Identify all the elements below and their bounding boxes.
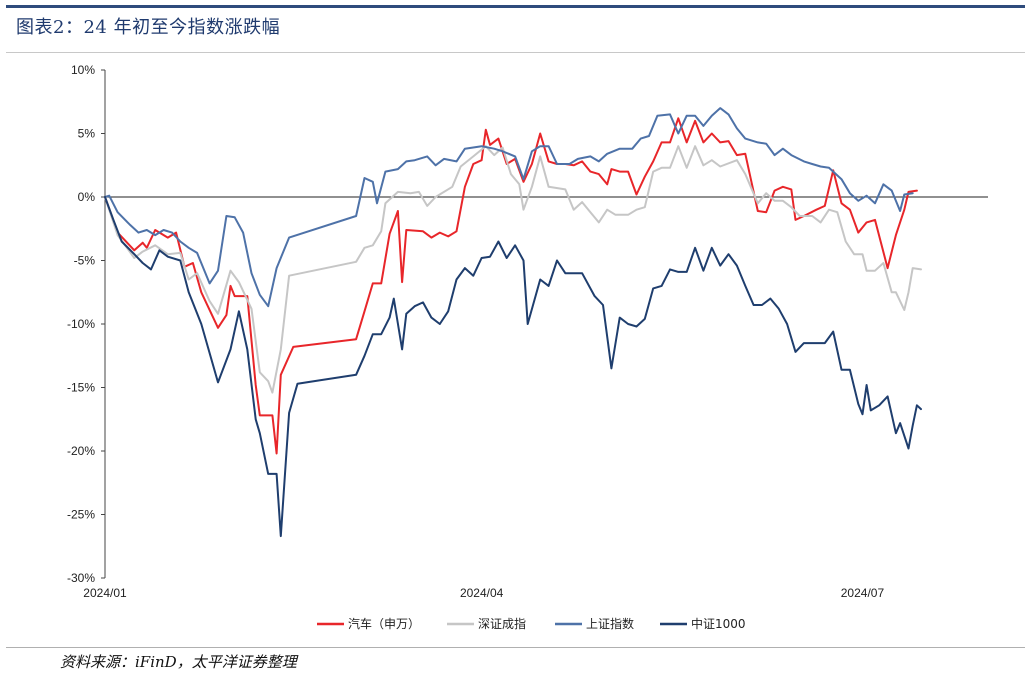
y-tick-label: -15%	[67, 381, 95, 395]
legend-label: 深证成指	[478, 616, 526, 631]
line-chart: 10% 5% 0% -5% -10% -15% -20% -25% -30%2024/01 202…	[67, 63, 988, 631]
legend-label: 汽车（申万）	[348, 616, 420, 631]
series-line	[104, 107, 914, 308]
series-line	[104, 117, 918, 455]
series-line	[104, 196, 922, 538]
legend-label: 上证指数	[586, 616, 634, 631]
y-tick-label: -25%	[67, 508, 95, 522]
page-title: 图表2：24 年初至今指数涨跌幅	[16, 17, 281, 38]
legend-label: 中证1000	[691, 616, 746, 631]
y-tick-label: 5%	[78, 127, 96, 141]
x-tick-label: 2024/07	[841, 586, 885, 600]
source-note: 资料来源：iFinD，太平洋证券整理	[60, 653, 297, 671]
y-tick-label: 0%	[78, 190, 96, 204]
y-tick-label: -30%	[67, 571, 95, 585]
title-divider	[6, 52, 1025, 53]
series-line	[104, 145, 922, 394]
y-tick-label: -20%	[67, 444, 95, 458]
x-tick-label: 2024/01	[83, 586, 127, 600]
header-rule	[6, 5, 1025, 8]
y-tick-label: -10%	[67, 317, 95, 331]
footer-divider	[6, 647, 1025, 648]
y-tick-label: 10%	[71, 63, 95, 77]
x-tick-label: 2024/04	[460, 586, 504, 600]
y-tick-label: -5%	[74, 254, 96, 268]
